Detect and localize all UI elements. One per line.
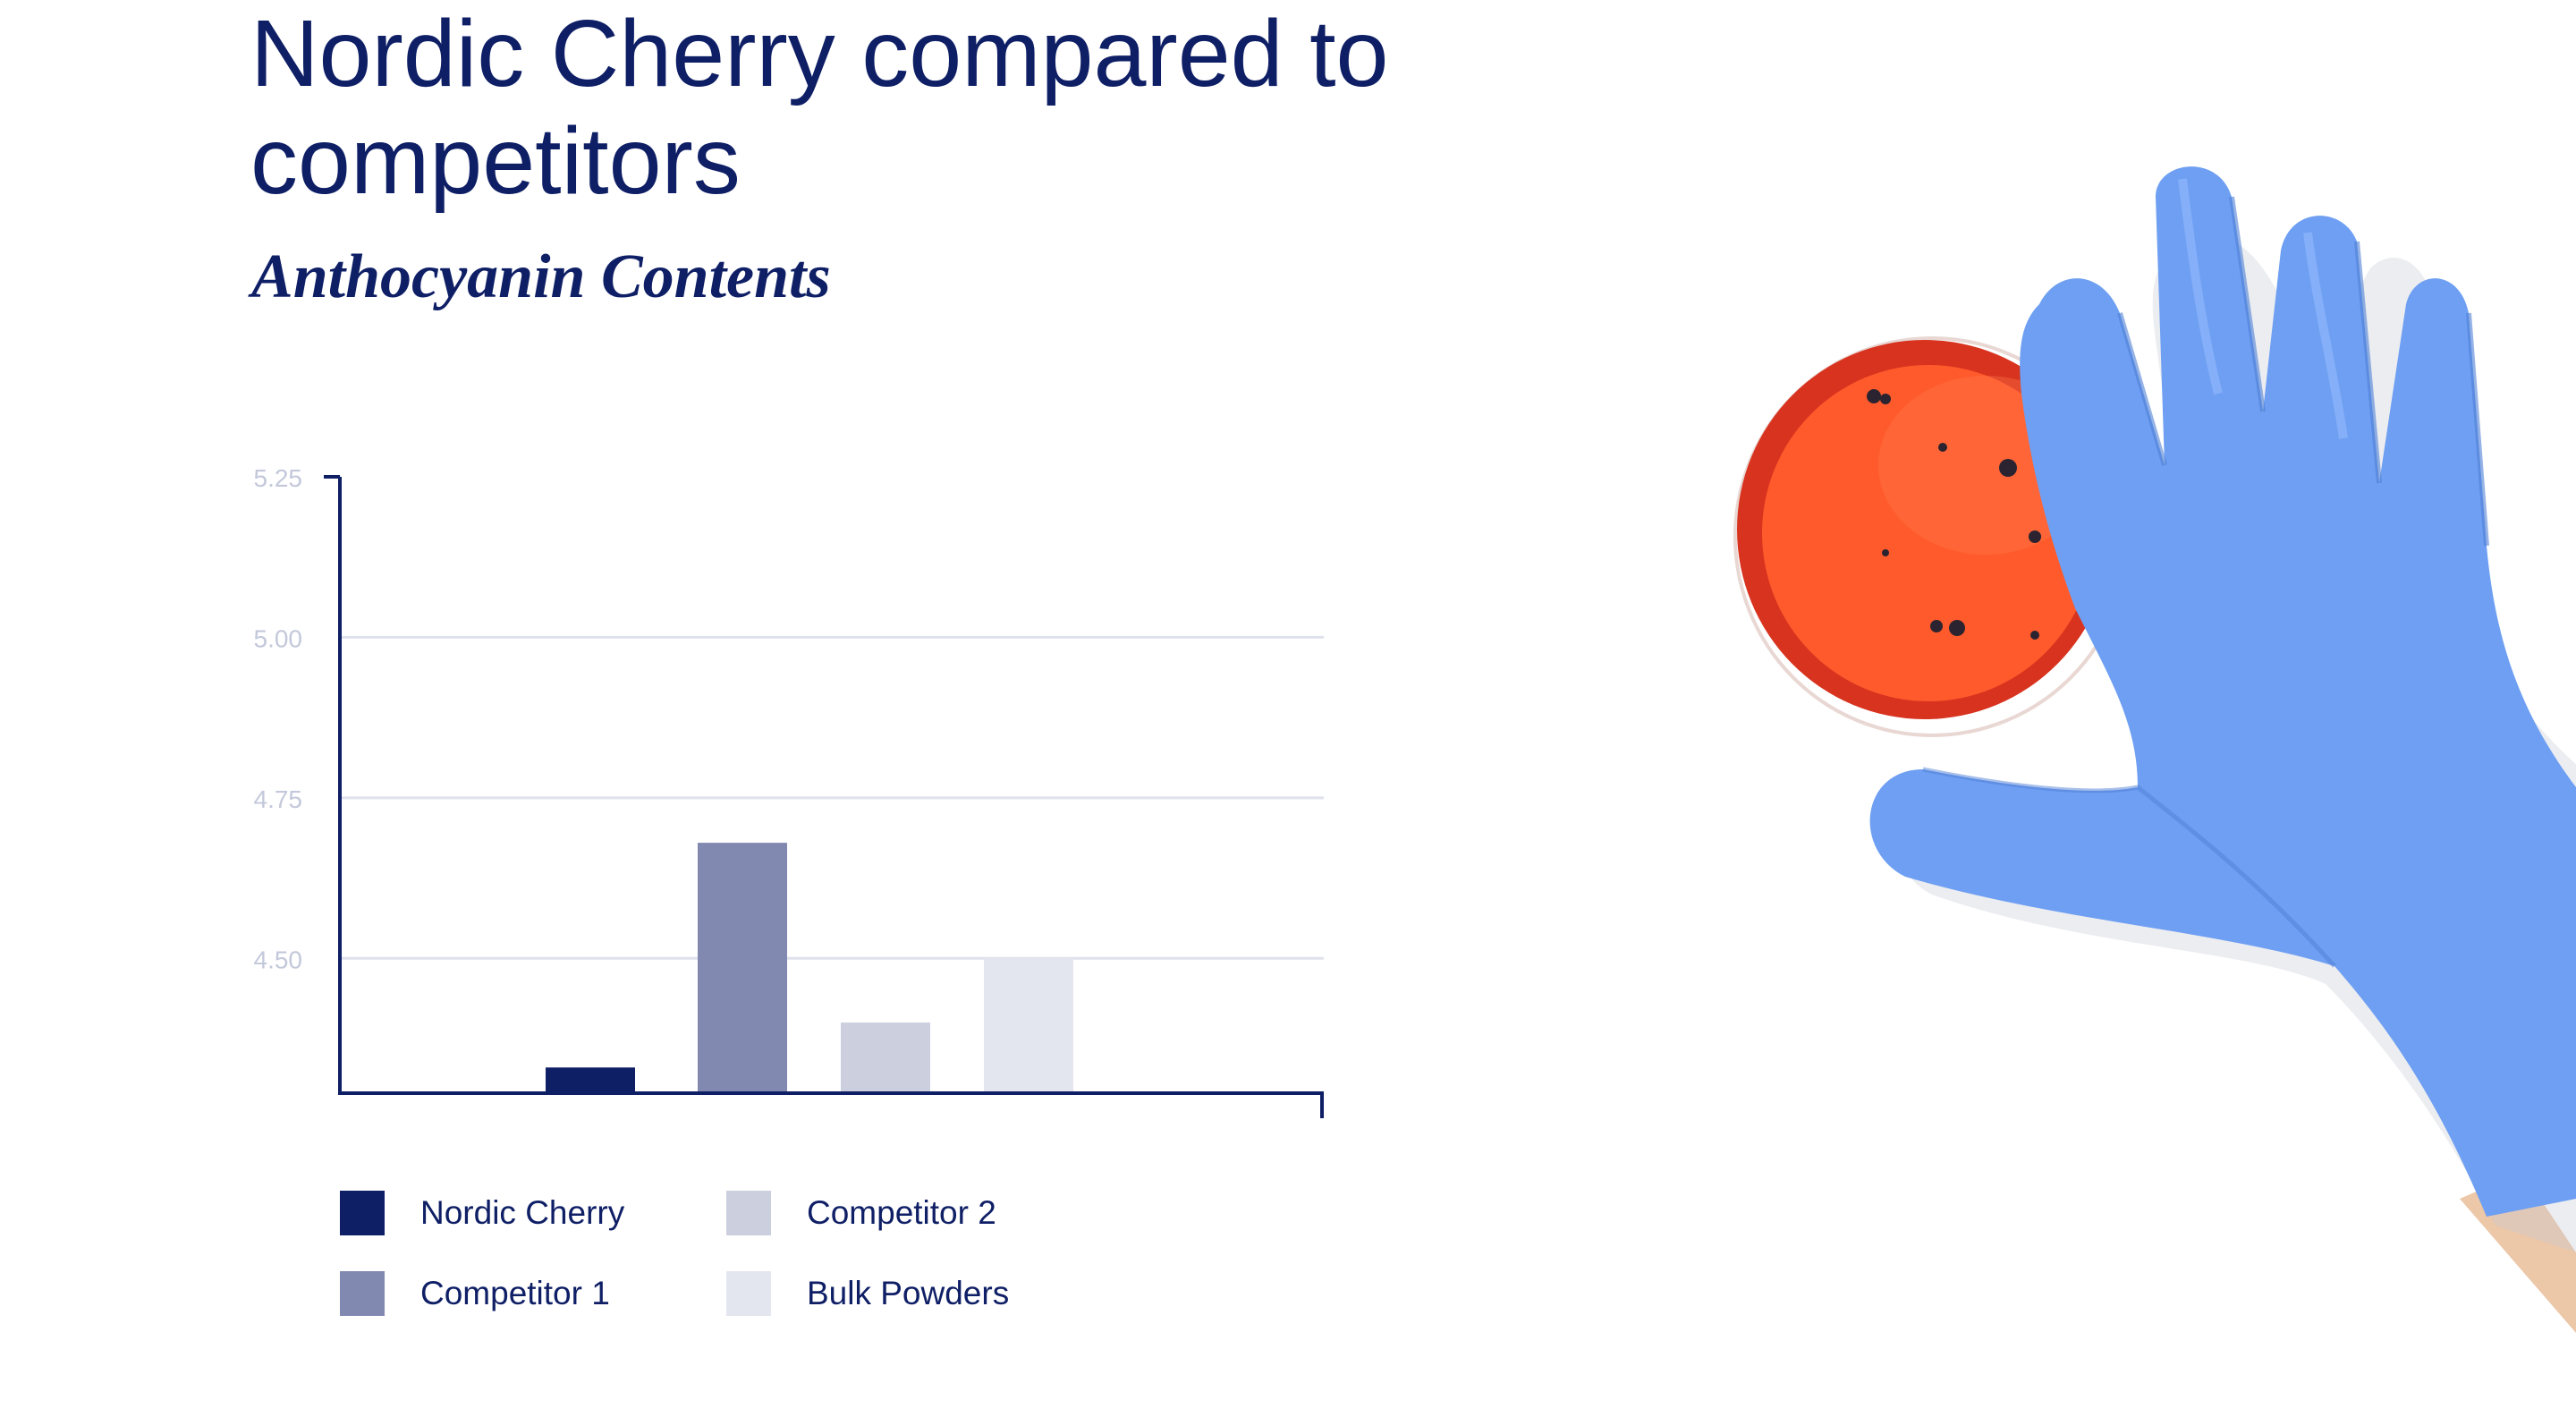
legend-swatch: [726, 1271, 771, 1316]
bar-nordic-cherry: [546, 1067, 635, 1093]
legend-swatch: [340, 1271, 385, 1316]
chart-subtitle: Anthocyanin Contents: [251, 242, 831, 311]
legend-label: Bulk Powders: [807, 1275, 1010, 1311]
y-tick-label: 5.00: [254, 624, 303, 652]
page-title: Nordic Cherry compared to competitors: [250, 1, 1389, 214]
legend-swatch: [340, 1191, 385, 1235]
y-tick-label: 4.75: [254, 785, 303, 813]
chart-legend: Nordic Cherry Competitor 2 Competitor 1 …: [340, 1181, 1145, 1324]
legend-swatch: [726, 1191, 771, 1235]
legend-label: Nordic Cherry: [420, 1194, 625, 1231]
y-tick-label: 4.50: [254, 946, 303, 973]
y-tick-label: 5.25: [254, 464, 303, 492]
legend-item-bulk-powders: Bulk Powders: [726, 1270, 1009, 1317]
legend-label: Competitor 1: [420, 1275, 610, 1311]
legend-item-competitor-2: Competitor 2: [726, 1190, 996, 1236]
legend-item-competitor-1: Competitor 1: [340, 1270, 610, 1317]
gloved-hand-petri-dish-image: [1733, 166, 2576, 1333]
bar-bulk-powders: [984, 958, 1073, 1093]
bar-competitor-2: [841, 1022, 930, 1093]
legend-label: Competitor 2: [807, 1194, 996, 1231]
legend-item-nordic-cherry: Nordic Cherry: [340, 1190, 624, 1236]
bar-competitor-1: [698, 843, 787, 1093]
